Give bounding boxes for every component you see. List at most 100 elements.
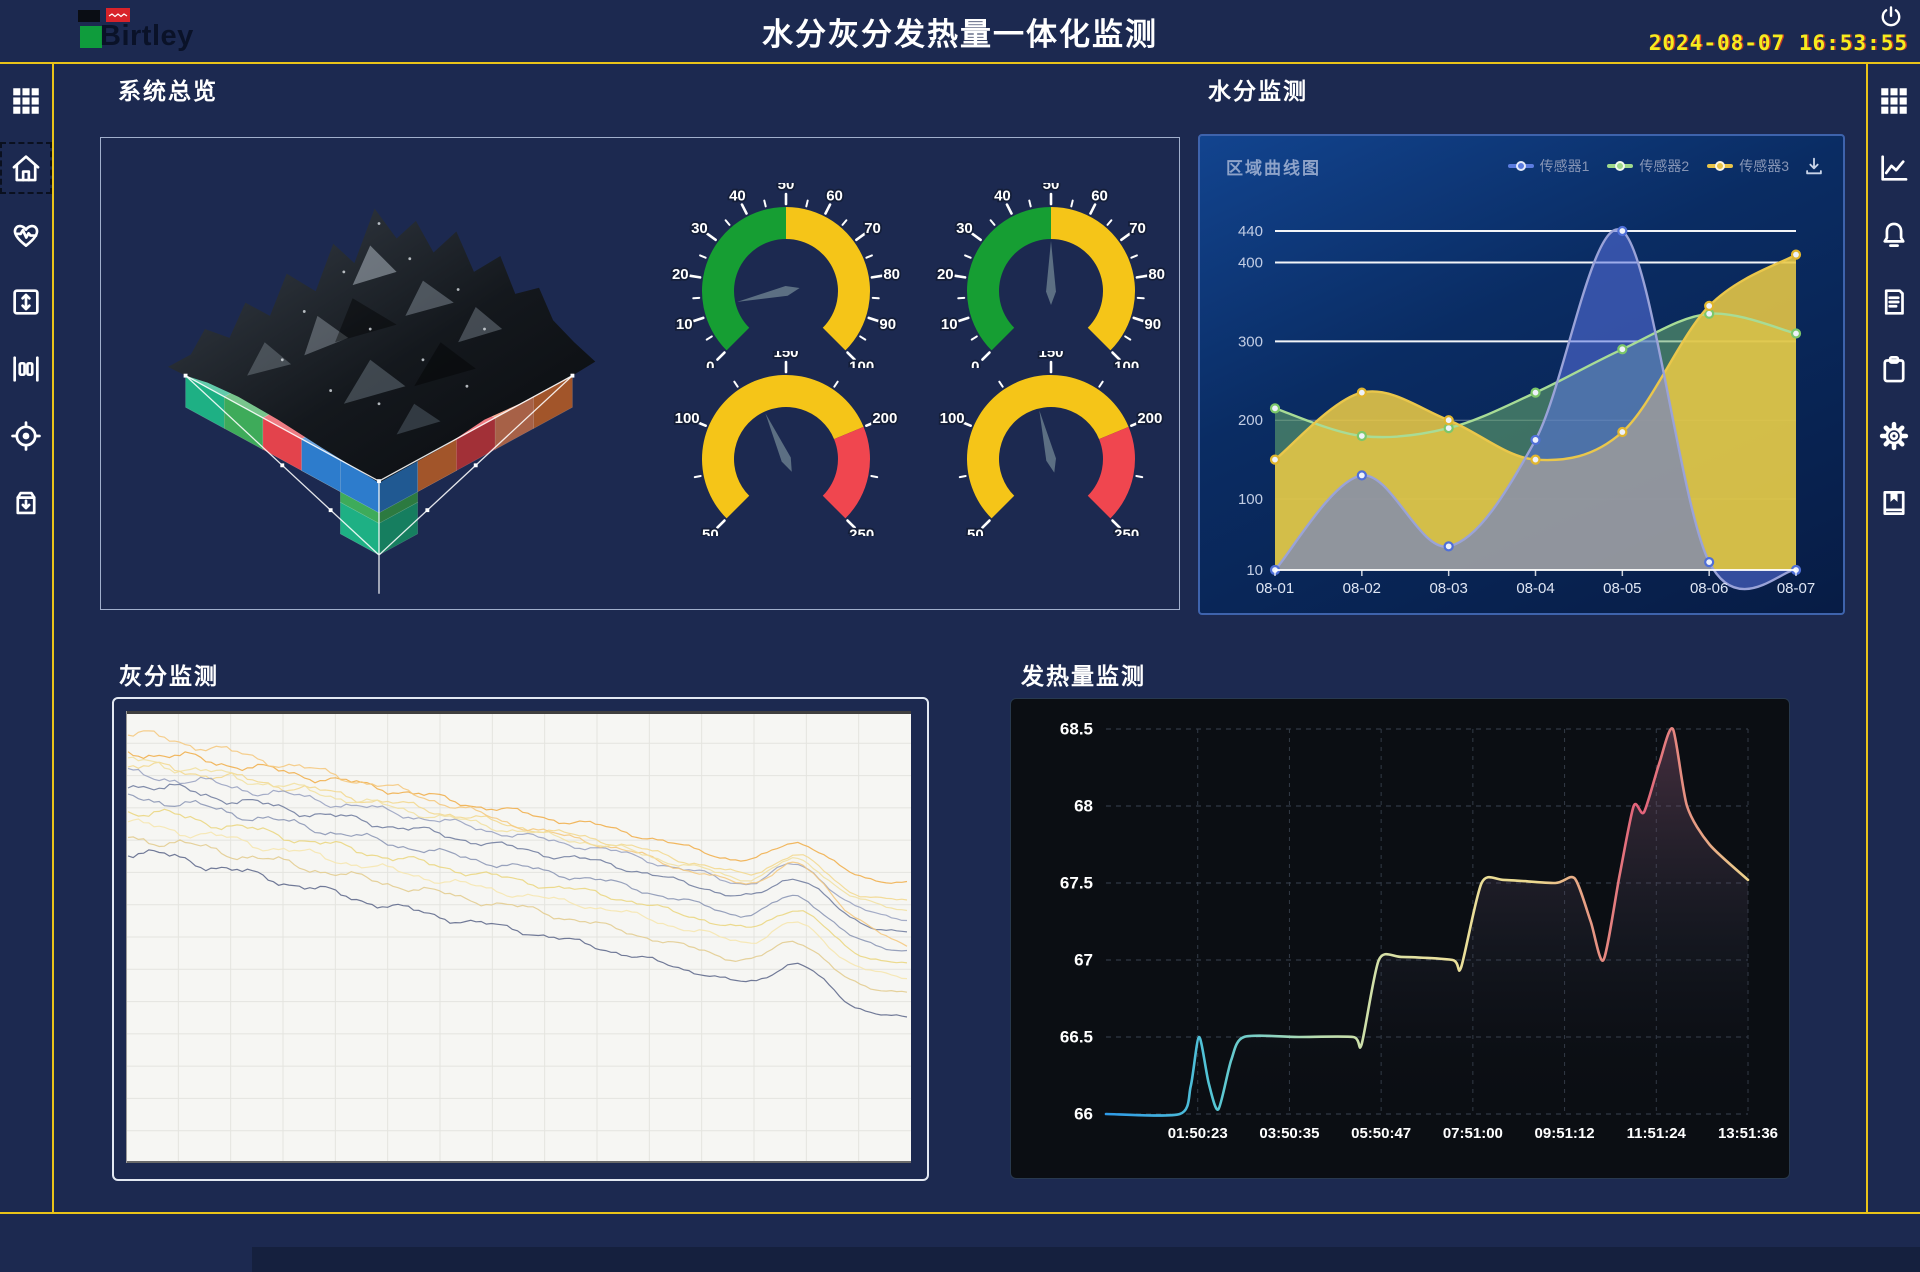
- moisture-panel: 区域曲线图 传感器1 传感器2 传感器3 440 400 300 200 100 10 08-0…: [1198, 134, 1845, 615]
- gauge-ash-1: 50 100 150 200 250: [661, 351, 911, 536]
- ash-panel-title: 灰分监测: [119, 663, 219, 689]
- sidebar-item-clipboard[interactable]: [1875, 350, 1913, 388]
- ash-chart: [126, 711, 911, 1163]
- header-divider: [0, 62, 1920, 64]
- sidebar-item-expand-vertical[interactable]: [7, 283, 45, 321]
- download-icon[interactable]: [1803, 155, 1825, 177]
- moisture-legend: 传感器1 传感器2 传感器3: [1507, 156, 1789, 176]
- svg-text:40: 40: [994, 188, 1011, 205]
- sidebar-item-archive-download[interactable]: [7, 484, 45, 522]
- svg-text:66: 66: [1074, 1104, 1093, 1123]
- sidebar-item-heart-pulse[interactable]: [7, 216, 45, 254]
- svg-text:150: 150: [1038, 351, 1063, 361]
- home-icon: [12, 155, 40, 182]
- svg-text:13:51:36: 13:51:36: [1718, 1125, 1778, 1142]
- coal-pile-3d-visualization: [105, 140, 653, 606]
- svg-text:100: 100: [1238, 491, 1263, 508]
- sidebar-item-line-chart[interactable]: [1875, 149, 1913, 187]
- datetime-display: 2024-08-07 16:53:55: [1649, 31, 1908, 55]
- footer-divider: [0, 1212, 1920, 1214]
- svg-text:01:50:23: 01:50:23: [1168, 1125, 1228, 1142]
- calorific-chart: 66 66.5 67 67.5 68 68.5 01:50:23 03:50:35 05:50:…: [1060, 719, 1778, 1142]
- svg-text:20: 20: [672, 266, 689, 283]
- grid-menu-icon: [13, 88, 39, 114]
- footer-strip: [252, 1247, 1920, 1272]
- sidebar-item-grid-menu[interactable]: [7, 82, 45, 120]
- svg-text:05:50:47: 05:50:47: [1351, 1125, 1411, 1142]
- sidebar-item-home[interactable]: [0, 142, 52, 194]
- svg-text:80: 80: [883, 266, 900, 283]
- overview-panel-title: 系统总览: [118, 78, 218, 104]
- logo-green-square: [80, 26, 102, 48]
- document-icon: [1884, 289, 1904, 315]
- legend-marker: [1707, 161, 1734, 171]
- svg-text:08-06: 08-06: [1690, 580, 1728, 597]
- legend-item-sensor1[interactable]: 传感器1: [1507, 156, 1590, 176]
- svg-text:20: 20: [937, 266, 954, 283]
- right-sidebar-divider: [1866, 62, 1868, 1212]
- time-text: 16:53:55: [1798, 31, 1908, 55]
- book-bookmark-icon: [1882, 491, 1905, 515]
- sidebar-item-grid-menu[interactable]: [1875, 82, 1913, 120]
- svg-text:50: 50: [1043, 183, 1060, 193]
- svg-text:10: 10: [941, 316, 958, 333]
- svg-text:50: 50: [702, 527, 719, 536]
- gear-icon: [1879, 421, 1908, 451]
- svg-text:0: 0: [706, 359, 714, 368]
- bell-icon: [1882, 222, 1905, 247]
- svg-text:60: 60: [1091, 188, 1108, 205]
- sidebar-item-bell[interactable]: [1875, 216, 1913, 254]
- svg-text:08-01: 08-01: [1256, 580, 1294, 597]
- svg-text:50: 50: [778, 183, 795, 193]
- svg-text:50: 50: [967, 527, 984, 536]
- legend-item-sensor2[interactable]: 传感器2: [1607, 156, 1689, 176]
- svg-text:90: 90: [1144, 316, 1161, 333]
- svg-text:40: 40: [729, 188, 746, 205]
- svg-text:60: 60: [826, 188, 843, 205]
- brand-logo[interactable]: Birtley: [14, 6, 214, 58]
- page-title: 水分灰分发热量一体化监测: [762, 17, 1158, 52]
- power-icon[interactable]: [1878, 4, 1904, 30]
- archive-download-icon: [16, 491, 36, 515]
- sidebar-item-gauge-bars[interactable]: [7, 350, 45, 388]
- svg-text:70: 70: [864, 220, 881, 237]
- svg-text:100: 100: [849, 359, 874, 368]
- gauge-bars-icon: [13, 356, 39, 382]
- svg-text:08-05: 08-05: [1603, 580, 1641, 597]
- calorific-panel-title: 发热量监测: [1021, 663, 1146, 689]
- grid-menu-icon: [1880, 88, 1907, 114]
- sidebar-item-target[interactable]: [7, 417, 45, 455]
- svg-text:440: 440: [1238, 223, 1263, 240]
- area-curve-chart-label: 区域曲线图: [1226, 158, 1321, 178]
- svg-text:80: 80: [1148, 266, 1165, 283]
- svg-text:11:51:24: 11:51:24: [1627, 1125, 1687, 1142]
- svg-text:08-07: 08-07: [1777, 580, 1815, 597]
- svg-text:68.5: 68.5: [1060, 719, 1093, 738]
- logo-text: Birtley: [100, 20, 194, 52]
- sidebar-item-gear[interactable]: [1875, 417, 1913, 455]
- svg-text:03:50:35: 03:50:35: [1259, 1125, 1319, 1142]
- svg-text:150: 150: [773, 351, 798, 361]
- svg-text:200: 200: [1137, 410, 1162, 427]
- heart-pulse-icon: [13, 224, 39, 247]
- svg-text:250: 250: [1114, 527, 1139, 536]
- svg-text:200: 200: [872, 410, 897, 427]
- sidebar-item-document[interactable]: [1875, 283, 1913, 321]
- sidebar-item-book-bookmark[interactable]: [1875, 484, 1913, 522]
- calorific-panel: 66 66.5 67 67.5 68 68.5 01:50:23 03:50:35 05:50:…: [1010, 698, 1790, 1179]
- right-sidebar: [1867, 62, 1920, 522]
- legend-item-sensor3[interactable]: 传感器3: [1707, 156, 1789, 176]
- svg-text:90: 90: [879, 316, 896, 333]
- legend-marker: [1607, 161, 1634, 171]
- logo-black-square: [78, 10, 100, 22]
- svg-text:66.5: 66.5: [1060, 1027, 1093, 1046]
- line-chart-icon: [1880, 155, 1907, 181]
- legend-label: 传感器2: [1639, 158, 1690, 174]
- svg-text:30: 30: [956, 220, 973, 237]
- clipboard-icon: [1882, 356, 1905, 383]
- gauge-moisture-1: 0 10 20 30 40 50 60 70 80 90 100: [661, 183, 911, 368]
- svg-text:200: 200: [1238, 412, 1263, 429]
- svg-text:10: 10: [1246, 562, 1263, 579]
- legend-label: 传感器1: [1539, 158, 1590, 174]
